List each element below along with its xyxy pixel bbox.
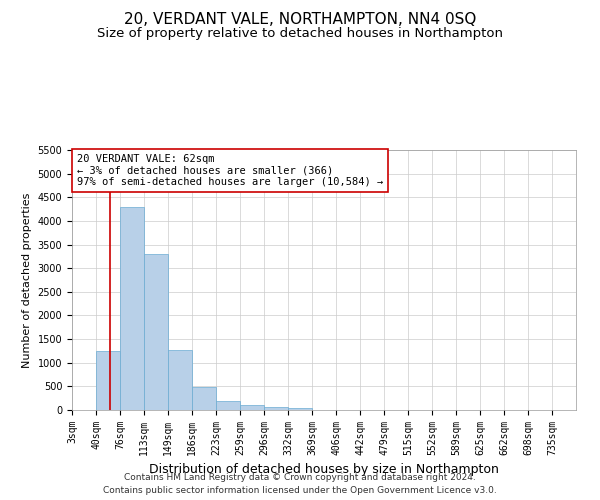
Bar	[240, 406, 264, 410]
Bar	[288, 408, 312, 410]
Bar	[96, 351, 120, 410]
X-axis label: Distribution of detached houses by size in Northampton: Distribution of detached houses by size …	[149, 464, 499, 476]
Bar	[264, 407, 288, 410]
Text: 20, VERDANT VALE, NORTHAMPTON, NN4 0SQ: 20, VERDANT VALE, NORTHAMPTON, NN4 0SQ	[124, 12, 476, 28]
Text: Size of property relative to detached houses in Northampton: Size of property relative to detached ho…	[97, 28, 503, 40]
Text: Contains public sector information licensed under the Open Government Licence v3: Contains public sector information licen…	[103, 486, 497, 495]
Bar	[192, 388, 216, 410]
Bar	[144, 254, 168, 410]
Bar	[216, 400, 240, 410]
Bar	[168, 350, 192, 410]
Bar	[120, 206, 144, 410]
Y-axis label: Number of detached properties: Number of detached properties	[22, 192, 32, 368]
Text: Contains HM Land Registry data © Crown copyright and database right 2024.: Contains HM Land Registry data © Crown c…	[124, 474, 476, 482]
Text: 20 VERDANT VALE: 62sqm
← 3% of detached houses are smaller (366)
97% of semi-det: 20 VERDANT VALE: 62sqm ← 3% of detached …	[77, 154, 383, 187]
